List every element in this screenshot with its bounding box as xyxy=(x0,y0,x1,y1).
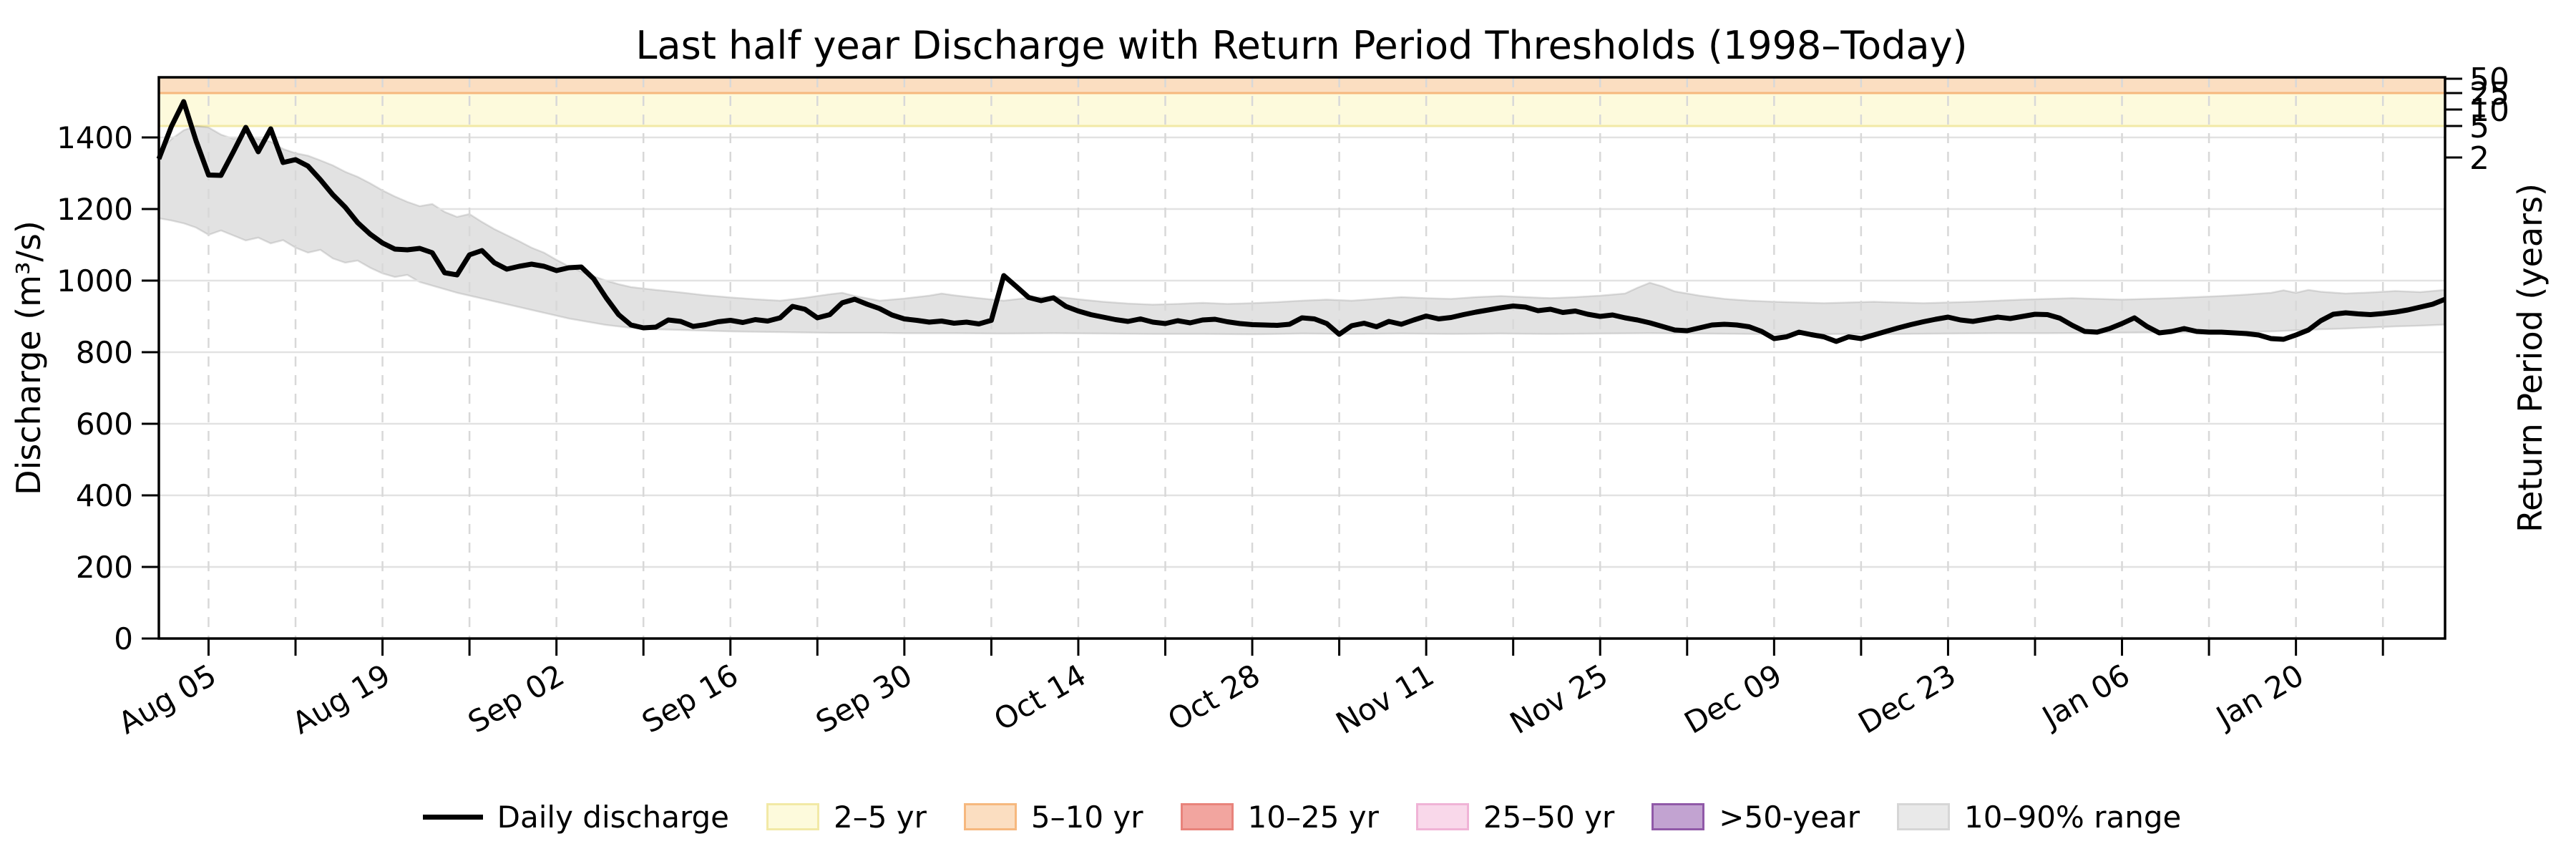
threshold-band xyxy=(159,93,2445,126)
legend-item: 25–50 yr xyxy=(1415,799,1615,835)
left-tick-label: 0 xyxy=(114,621,133,656)
legend-patch-swatch xyxy=(963,803,1017,830)
legend-patch-swatch xyxy=(1415,803,1469,830)
x-tick-label: Jan 06 xyxy=(2035,657,2136,736)
plot-border xyxy=(157,76,2446,640)
left-tick-label: 1000 xyxy=(57,263,133,299)
legend-patch-swatch xyxy=(1652,803,1705,830)
legend-label: 25–50 yr xyxy=(1483,799,1615,835)
threshold-band xyxy=(159,77,2445,93)
x-tick-label: Oct 28 xyxy=(1162,657,1266,737)
legend-label: Daily discharge xyxy=(497,799,729,835)
legend-label: >50-year xyxy=(1719,799,1860,835)
left-tick-label: 1200 xyxy=(57,192,133,227)
left-tick-label: 1400 xyxy=(57,120,133,155)
legend-label: 10–90% range xyxy=(1964,799,2182,835)
left-tick-label: 800 xyxy=(76,335,133,370)
legend-label: 5–10 yr xyxy=(1030,799,1143,835)
x-tick-label: Aug 19 xyxy=(286,657,396,741)
legend-item: Daily discharge xyxy=(422,799,729,835)
threshold-bands xyxy=(159,77,2445,127)
range-band-polygon xyxy=(157,125,2446,336)
x-tick-label: Sep 30 xyxy=(810,657,918,739)
x-tick-label: Sep 16 xyxy=(636,657,744,739)
x-tick-label: Sep 02 xyxy=(462,657,570,739)
right-tick-label: 50 xyxy=(2469,62,2509,98)
x-tick-label: Aug 05 xyxy=(112,657,222,741)
legend-label: 2–5 yr xyxy=(833,799,927,835)
legend-patch-swatch xyxy=(766,803,819,830)
right-axis-label: Return Period (years) xyxy=(2511,183,2550,533)
right-tick-label: 5 xyxy=(2469,109,2489,145)
x-tick-label: Nov 25 xyxy=(1504,657,1614,741)
legend-item: 5–10 yr xyxy=(963,799,1143,835)
legend-item: >50-year xyxy=(1652,800,1860,835)
x-tick-label: Nov 11 xyxy=(1330,657,1440,741)
left-tick-label: 200 xyxy=(76,550,133,585)
range-band-10-90 xyxy=(157,125,2446,336)
legend-item: 2–5 yr xyxy=(766,800,927,835)
x-tick-label: Jan 20 xyxy=(2209,657,2310,736)
x-tick-label: Oct 14 xyxy=(988,657,1092,737)
daily-discharge-line xyxy=(156,99,2446,344)
right-tick-label: 2 xyxy=(2469,140,2489,177)
legend-item: 10–25 yr xyxy=(1180,799,1379,835)
legend-patch-swatch xyxy=(1897,803,1951,830)
discharge-polyline xyxy=(156,99,2446,344)
chart-title: Last half year Discharge with Return Per… xyxy=(635,23,1967,68)
legend-line-swatch xyxy=(422,814,483,820)
x-tick-label: Dec 23 xyxy=(1853,657,1962,740)
left-axis-label: Discharge (m³/s) xyxy=(9,220,48,495)
gridlines xyxy=(159,77,2445,639)
right-tick-label: 10 xyxy=(2469,92,2509,129)
x-tick-label: Dec 09 xyxy=(1679,657,1788,740)
axes-frame xyxy=(157,76,2446,640)
legend-item: 10–90% range xyxy=(1897,800,2181,835)
left-tick-label: 600 xyxy=(76,407,133,442)
left-tick-label: 400 xyxy=(76,478,133,513)
legend-label: 10–25 yr xyxy=(1247,799,1379,835)
legend: Daily discharge 2–5 yr 5–10 yr 10–25 yr 25–5… xyxy=(159,789,2445,845)
legend-patch-swatch xyxy=(1180,803,1234,830)
right-tick-label: 25 xyxy=(2469,76,2509,112)
